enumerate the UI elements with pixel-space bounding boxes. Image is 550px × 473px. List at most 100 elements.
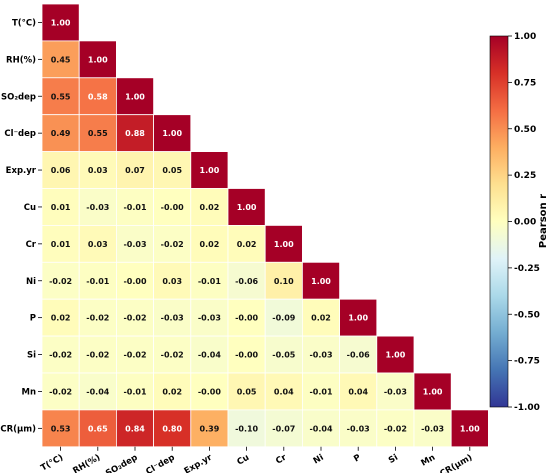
y-tick-label: Ni	[26, 277, 36, 287]
cell-value: -0.00	[235, 314, 258, 323]
cell-value: -0.01	[198, 277, 221, 286]
y-tick-label: Si	[27, 351, 36, 361]
colorbar-tick-label: 0.25	[514, 171, 536, 181]
heatmap-cell	[153, 409, 192, 448]
colorbar-tick-label: 0.00	[514, 218, 536, 228]
x-tick-label: Si	[387, 453, 400, 466]
cell-value: 0.39	[200, 424, 220, 433]
cell-value: -0.09	[272, 314, 295, 323]
cell-value: -0.00	[123, 277, 146, 286]
cell-value: -0.00	[198, 387, 221, 396]
colorbar-tick-label: -1.00	[514, 403, 540, 413]
heatmap-cell	[339, 372, 378, 411]
heatmap-cell	[301, 335, 340, 374]
cell-value: -0.02	[161, 240, 184, 249]
heatmap-cell	[41, 409, 80, 448]
cell-value: -0.01	[123, 387, 146, 396]
cell-value: 0.49	[51, 129, 71, 138]
cell-value: -0.04	[86, 387, 109, 396]
heatmap-cell	[78, 409, 117, 448]
cell-value: 0.04	[274, 387, 294, 396]
cell-value: 0.55	[88, 129, 108, 138]
cell-value: -0.06	[235, 277, 258, 286]
y-tick-label: Cr	[26, 240, 37, 250]
heatmap-cell	[264, 224, 303, 263]
cell-value: 0.58	[88, 92, 108, 101]
y-axis-labels: T(°C) RH(%) SO₂dep Cl⁻dep Exp.yr Cu Cr Ni P Si Mn C…	[0, 18, 42, 434]
heatmap-cell	[450, 409, 489, 448]
cell-value: -0.00	[161, 203, 184, 212]
cell-value: -0.03	[309, 351, 332, 360]
heatmap-cell	[190, 188, 229, 226]
cell-value: -0.02	[123, 314, 146, 323]
heatmap-cell	[339, 298, 378, 337]
cell-value: 0.03	[162, 277, 182, 286]
colorbar-gradient	[489, 35, 509, 408]
cell-value: 0.02	[200, 203, 220, 212]
heatmap-cell	[116, 409, 155, 448]
heatmap-cell	[227, 188, 266, 226]
heatmap-cell	[41, 40, 80, 79]
heatmap-cell	[116, 335, 155, 374]
cell-value: 0.65	[88, 424, 108, 433]
cell-value: 0.04	[348, 387, 368, 396]
cell-value: 0.10	[274, 277, 294, 286]
cell-value: -0.03	[198, 314, 221, 323]
cell-value: -0.05	[272, 351, 295, 360]
cell-value: 0.02	[237, 240, 257, 249]
cell-value: 1.00	[348, 314, 368, 323]
cell-value: -0.07	[272, 424, 295, 433]
colorbar: 1.00 0.75 0.50 0.25 0.00 -0.25 -0.50 -0.75 -1.00…	[489, 32, 549, 413]
x-tick-label: SO₂dep	[104, 453, 139, 473]
cell-value: -0.03	[123, 240, 146, 249]
cell-value: 0.80	[162, 424, 182, 433]
heatmap-cell	[41, 372, 80, 411]
cell-value: 0.02	[200, 240, 220, 249]
heatmap-cell	[264, 409, 303, 448]
cell-value: -0.06	[347, 351, 370, 360]
colorbar-label: Pearson r	[538, 194, 549, 248]
cell-value: 0.55	[51, 92, 71, 101]
y-tick-label: P	[30, 314, 36, 324]
heatmap-cell	[78, 335, 117, 374]
colorbar-tick-label: 0.50	[514, 125, 536, 135]
cell-value: -0.03	[86, 203, 109, 212]
x-tick-label: CR(μm)	[438, 453, 474, 473]
heatmap-cell	[227, 372, 266, 411]
heatmap-cell	[339, 335, 378, 374]
cell-value: -0.02	[161, 351, 184, 360]
cell-value: 1.00	[88, 55, 108, 64]
cell-value: -0.03	[347, 424, 370, 433]
heatmap-cell	[116, 77, 155, 116]
cell-value: 0.02	[311, 314, 331, 323]
heatmap-cell	[153, 335, 192, 374]
x-tick-label: Exp.yr	[183, 452, 215, 473]
cell-value: 1.00	[460, 424, 480, 433]
cell-value: 1.00	[162, 129, 182, 138]
cell-value: -0.01	[86, 277, 109, 286]
cell-value: 1.00	[237, 203, 257, 212]
y-tick-label: Cl⁻dep	[4, 129, 36, 139]
cell-value: 0.01	[51, 203, 71, 212]
heatmap-cell	[41, 298, 80, 337]
cell-value: 0.01	[51, 240, 71, 249]
heatmap-cell	[376, 335, 415, 374]
heatmap-cell	[78, 188, 117, 226]
cell-value: 0.45	[51, 55, 71, 64]
heatmap-cell	[116, 261, 155, 300]
colorbar-tick-label: -0.25	[514, 264, 540, 274]
x-tick-label: P	[352, 453, 362, 465]
heatmap-cell	[413, 372, 452, 411]
heatmap-cell	[41, 224, 80, 263]
colorbar-tick-label: -0.75	[514, 357, 540, 367]
heatmap-cell	[153, 372, 192, 411]
cell-value: -0.02	[123, 351, 146, 360]
cell-value: -0.02	[49, 351, 72, 360]
x-tick-label: Cl⁻dep	[144, 453, 176, 473]
cell-value: -0.02	[86, 351, 109, 360]
heatmap-cells: 1.00 0.45 1.00 0.55 0.58 1.00 0.49 0.55 0.88 1.00…	[41, 3, 489, 448]
cell-value: 0.53	[51, 424, 71, 433]
cell-value: 0.84	[125, 424, 145, 433]
colorbar-tick-label: 1.00	[514, 32, 536, 42]
heatmap-cell	[153, 114, 192, 152]
